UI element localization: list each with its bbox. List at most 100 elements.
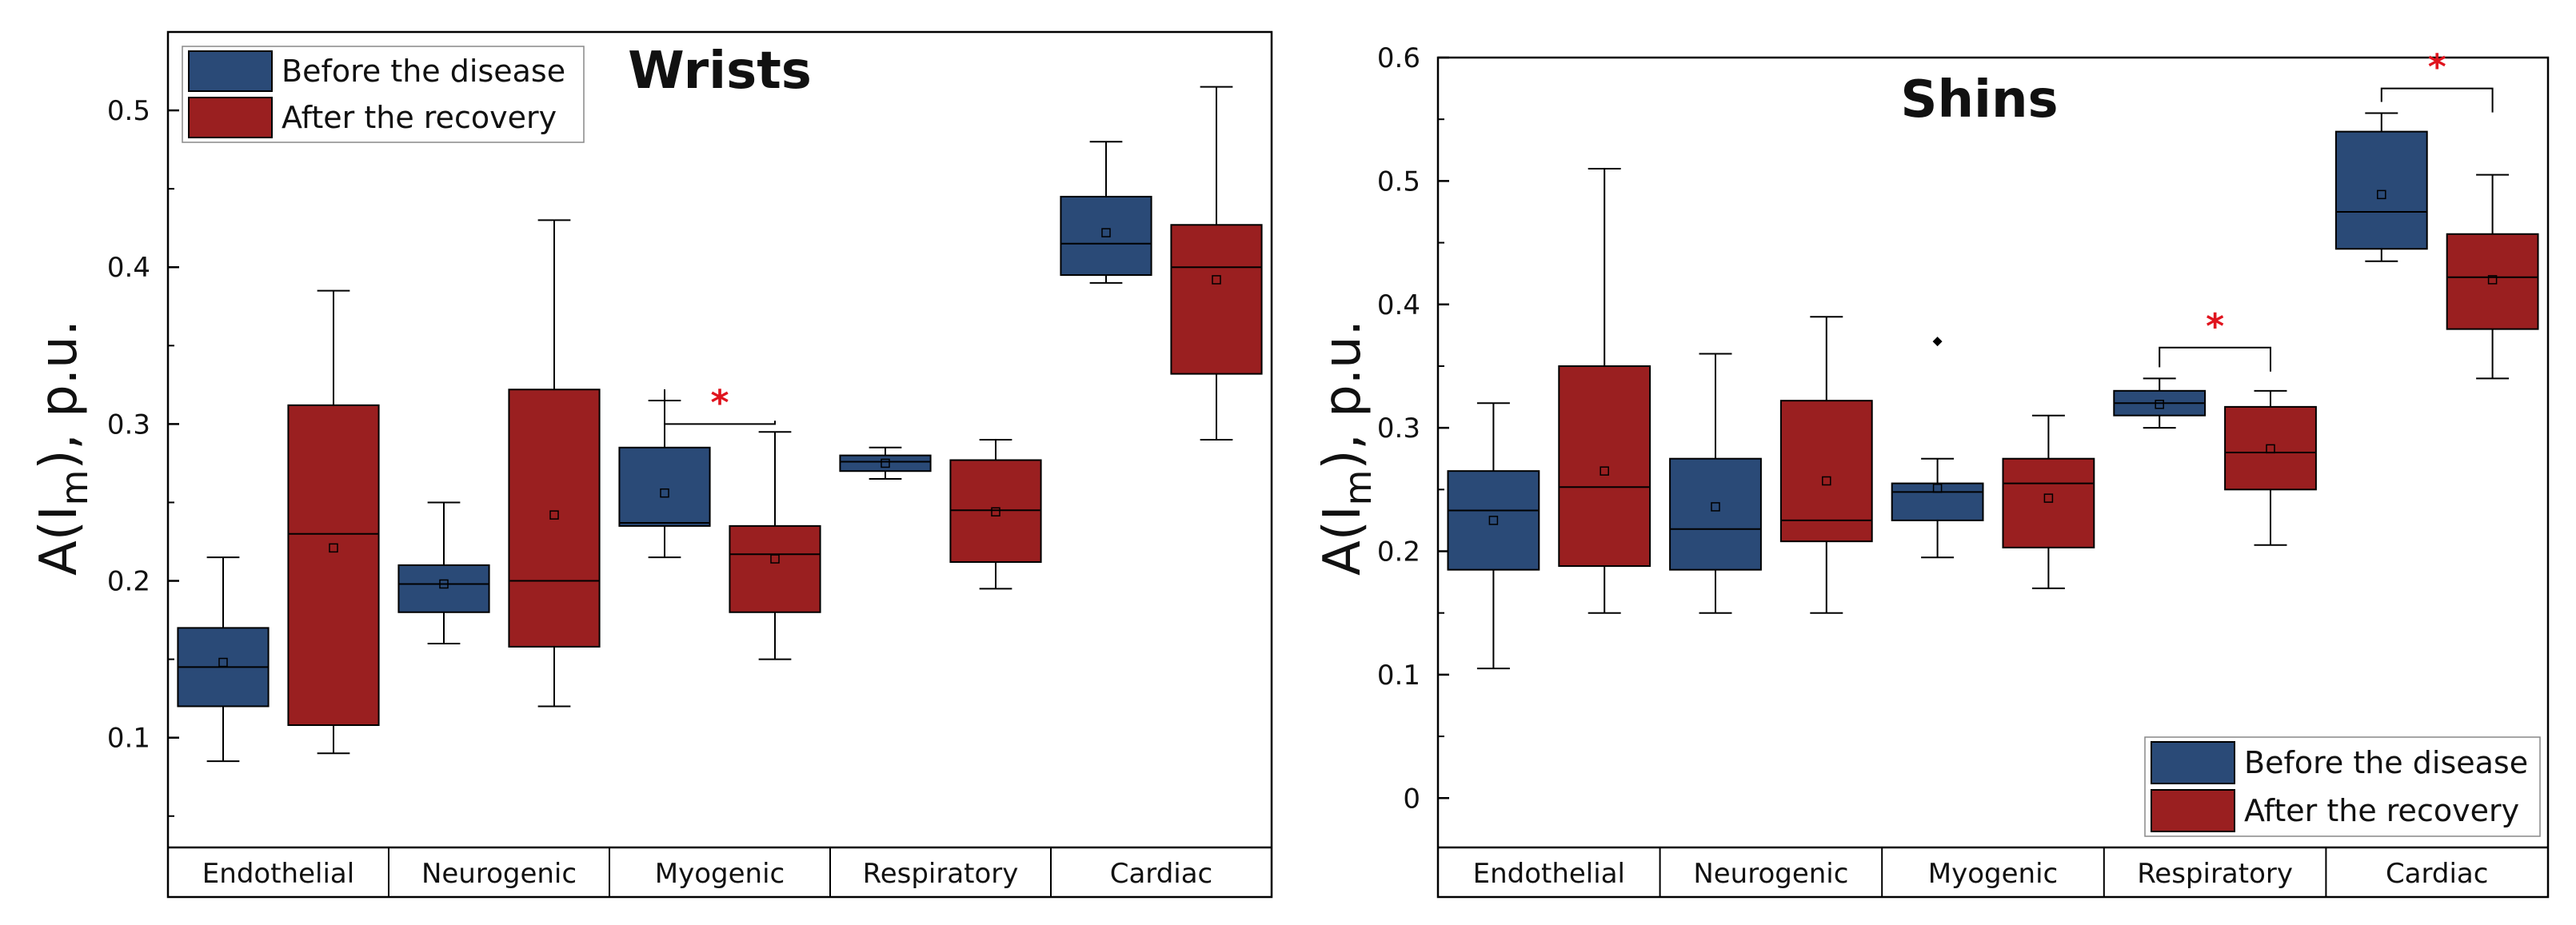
y-tick-label: 0.4 [1377,289,1420,321]
chart-title: Wrists [628,42,812,101]
mean-marker [1488,516,1499,525]
box-iqr [1669,457,1762,571]
significance-star: * [2206,306,2224,347]
mean-marker [881,458,890,468]
box-before-endothelial [177,556,270,763]
box-before-endothelial [1447,402,1540,670]
mean-marker [1212,275,1221,285]
box-iqr [1170,224,1263,375]
mean-marker [1932,484,1943,493]
significance-bracket [2380,87,2494,113]
legend: Before the disease After the recovery [182,46,585,143]
box-before-neurogenic [397,501,490,644]
legend-before-swatch [2151,741,2235,784]
mean-marker [329,543,338,553]
chart-title: Shins [1900,70,2058,130]
category-label: Cardiac [2386,858,2489,890]
plot-frame [166,30,1273,899]
mean-marker [2487,275,2498,285]
legend-after-swatch [2151,789,2235,832]
y-tick-label: 0.1 [107,723,150,755]
plot-frame [1436,56,2550,899]
mean-marker [770,554,780,564]
box-before-cardiac [2334,112,2428,262]
box-iqr [2002,457,2095,548]
mean-marker [218,657,228,668]
mean-marker [1711,502,1720,512]
box-after-cardiac [2446,173,2539,380]
y-tick-label: 0.4 [107,252,150,284]
legend: Before the disease After the recovery [2144,736,2541,837]
box-before-myogenic [1891,337,1984,559]
y-tick-label: 0.6 [1377,42,1420,74]
y-axis-label-rest: ), p.u. [30,320,89,470]
box-after-neurogenic [1779,316,1873,614]
category-label: Endothelial [202,858,354,890]
y-tick-label: 0.3 [107,409,150,441]
significance-star: * [710,382,729,423]
category-label: Respiratory [863,858,1019,890]
box-before-neurogenic [1669,353,1762,614]
legend-after-label: After the recovery [2244,793,2519,828]
y-tick-label: 0.2 [1377,536,1420,568]
box-iqr [1558,365,1651,568]
chart-shins: Endothelial Neurogenic Myogenic Respiratory… [1313,42,2550,899]
mean-marker [549,510,559,520]
mean-marker [1822,476,1831,486]
y-axis-label-subscript: m [53,470,96,506]
mean-marker [1600,466,1609,476]
category-label: Respiratory [2137,858,2293,890]
mean-marker [2377,189,2386,200]
y-tick-label: 0.5 [1377,165,1420,197]
category-label: Cardiac [1110,858,1213,890]
box-iqr [2446,233,2539,330]
box-iqr [839,454,932,472]
y-tick-label: 0.5 [107,95,150,127]
mean-marker [2266,444,2275,454]
outlier-point [1932,337,1943,347]
significance-star: * [2428,47,2446,88]
box-before-myogenic [618,399,711,559]
category-label: Neurogenic [1693,858,1848,890]
y-tick-label: 0.2 [107,566,150,598]
box-before-respiratory [839,446,932,480]
box-after-myogenic [2002,414,2095,589]
legend-after-label: After the recovery [282,100,557,135]
y-tick-label: 0 [1403,783,1420,815]
box-after-myogenic [729,431,821,660]
y-tick-label: 0.3 [1377,413,1420,445]
y-axis-label-rest: ), p.u. [1313,320,1372,470]
box-iqr [1779,400,1873,543]
legend-before-swatch [188,50,273,92]
chart-wrists: Endothelial Neurogenic Myogenic Respiratory… [30,30,1273,899]
box-iqr [508,389,601,648]
category-label: Myogenic [1928,858,2058,890]
legend-after-swatch [188,97,273,138]
significance-bracket [2159,346,2271,372]
mean-marker [1101,228,1111,237]
category-label: Endothelial [1473,858,1625,890]
box-after-respiratory [2224,389,2317,546]
box-after-neurogenic [508,219,601,708]
legend-before-label: Before the disease [282,54,565,89]
y-axis-label-subscript: m [1336,470,1380,506]
y-tick-label: 0.1 [1377,660,1420,692]
mean-marker [2155,400,2164,409]
box-before-cardiac [1060,141,1152,284]
box-after-endothelial [1558,167,1651,614]
box-iqr [729,524,821,613]
category-label: Neurogenic [421,858,577,890]
box-iqr [2224,405,2317,491]
box-iqr [618,446,711,527]
box-after-endothelial [287,289,380,755]
legend-before-label: Before the disease [2244,745,2528,780]
box-before-respiratory [2113,377,2207,429]
y-axis-label: A(Im), p.u. [30,320,96,576]
box-iqr [1447,470,1540,571]
box-iqr [1891,482,1984,521]
significance-bracket [664,389,776,425]
y-axis-label-main: A(I [30,505,89,576]
box-after-respiratory [949,439,1042,590]
mean-marker [2043,493,2054,503]
